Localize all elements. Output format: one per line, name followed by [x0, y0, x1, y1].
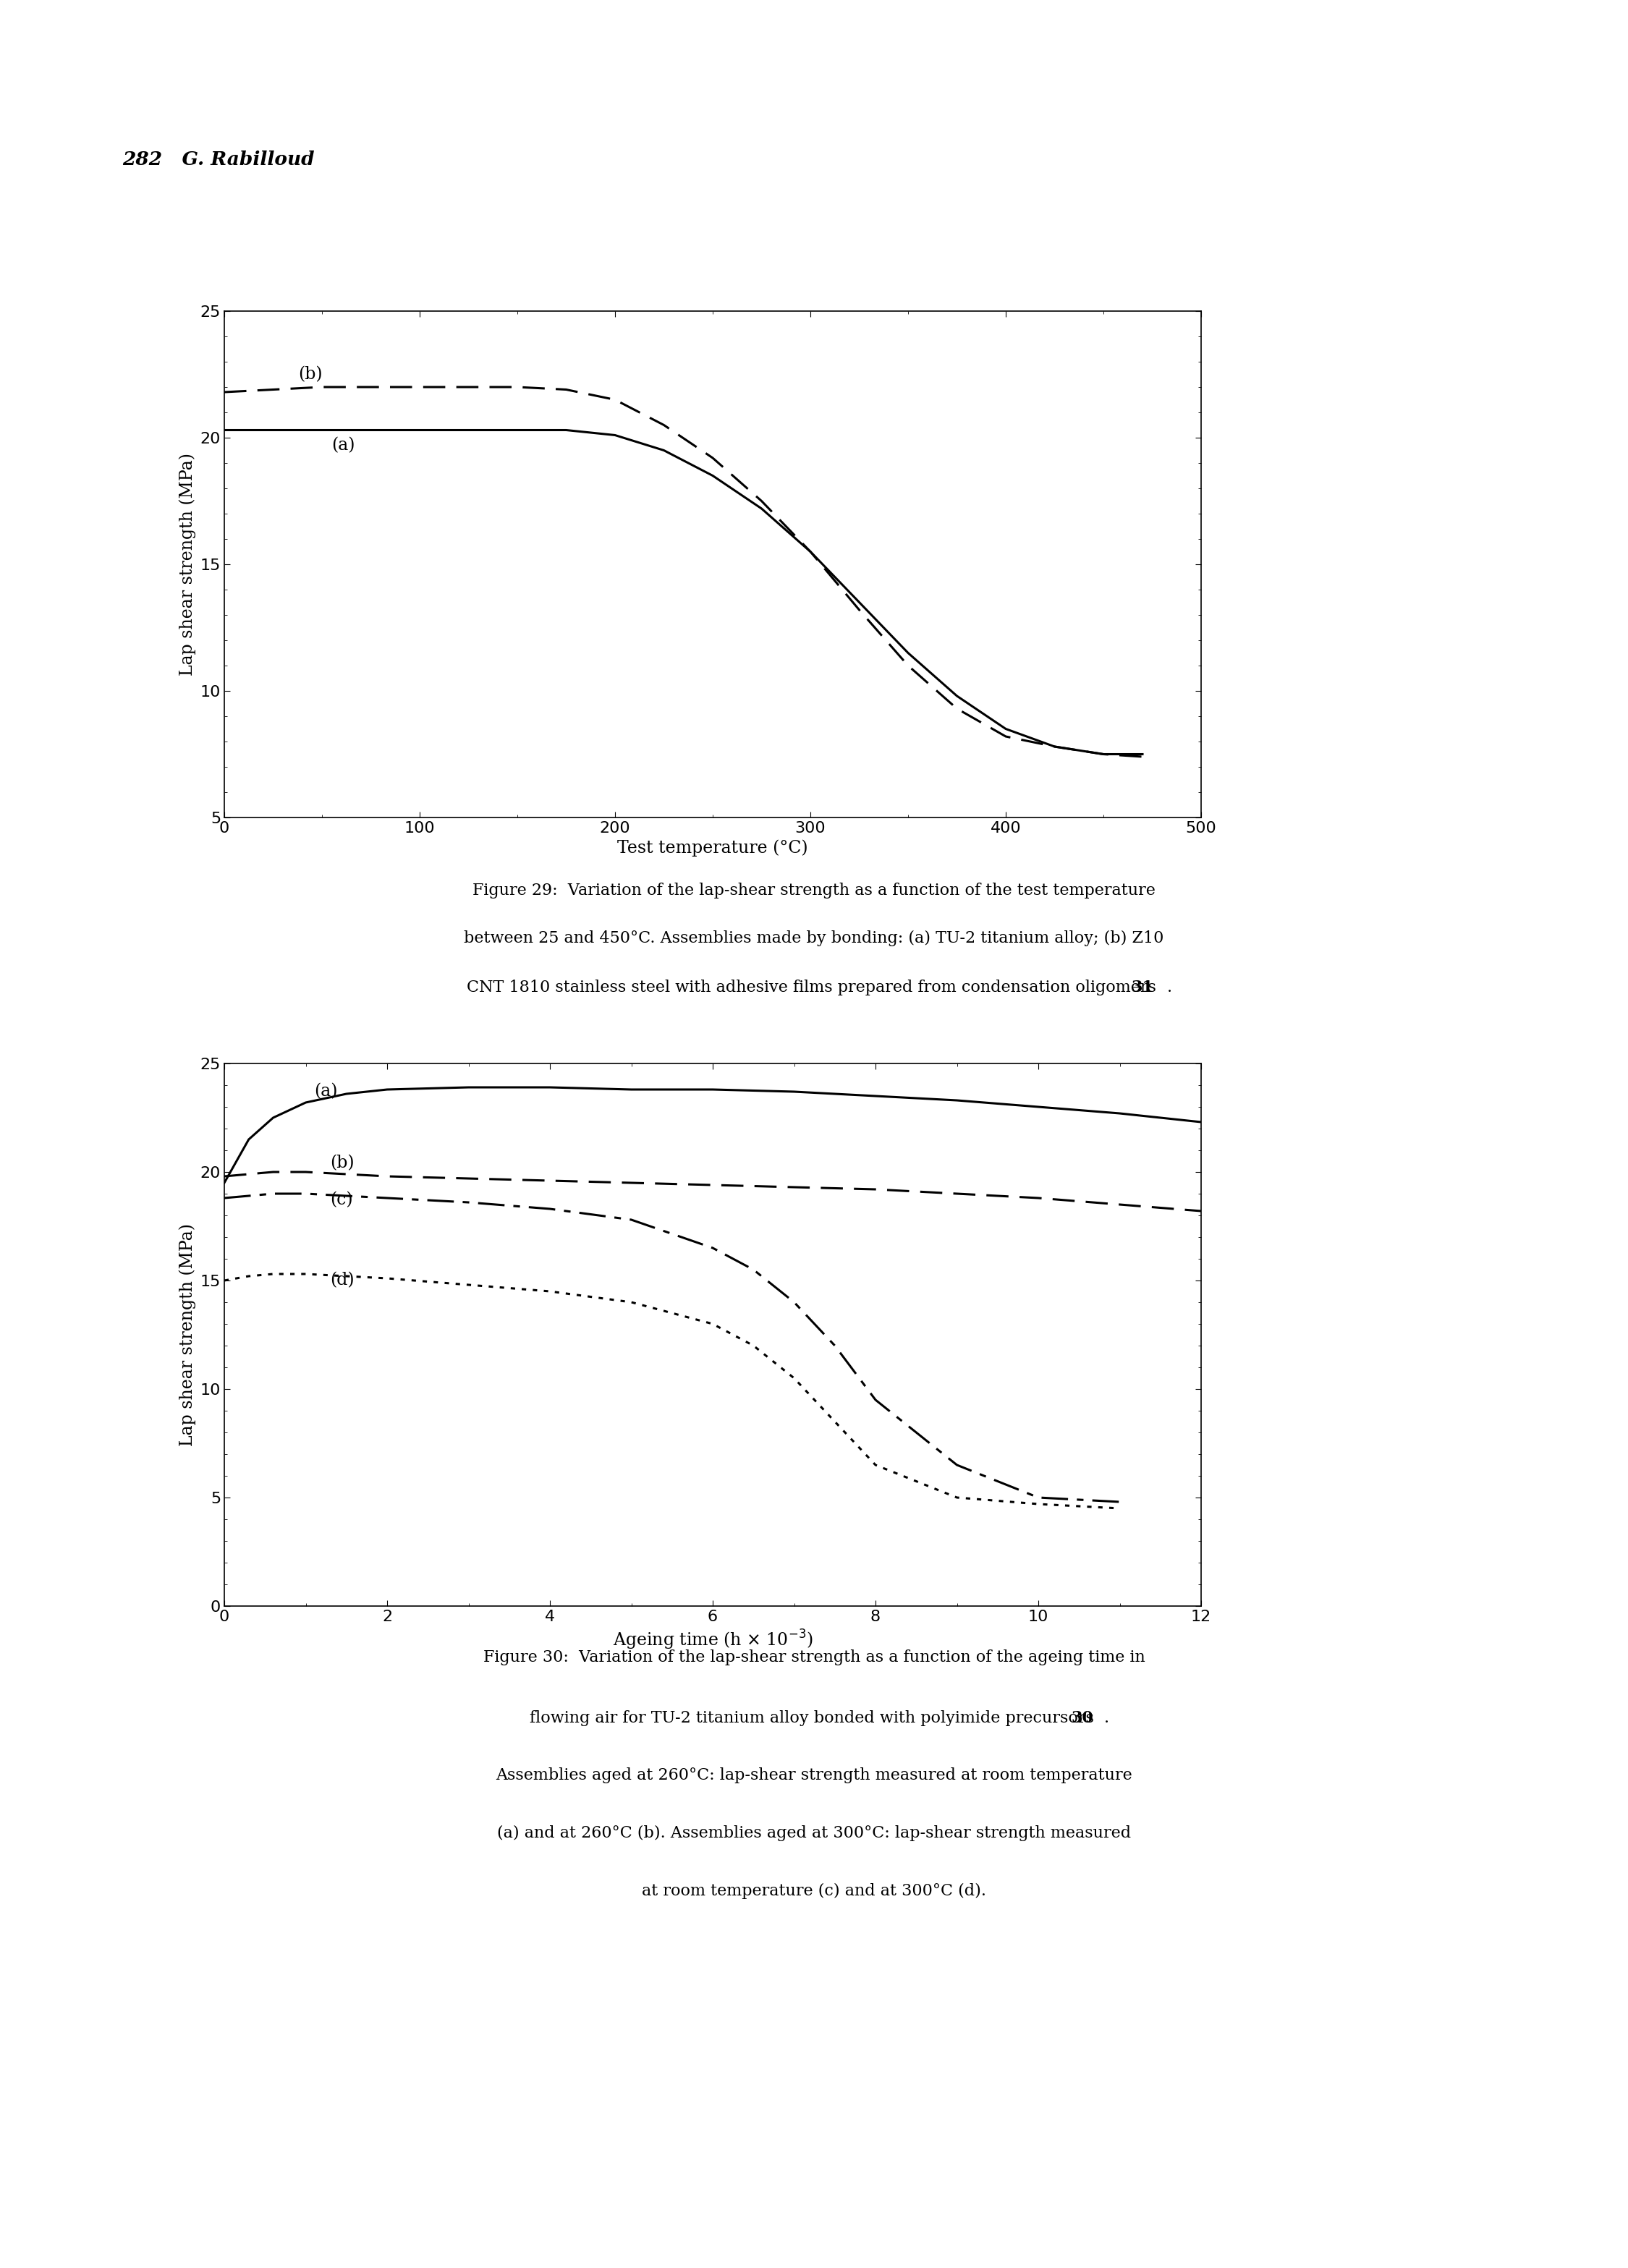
Text: CNT 1810 stainless steel with adhesive films prepared from condensation oligomer: CNT 1810 stainless steel with adhesive f…: [467, 980, 1161, 996]
Text: 282   G. Rabilloud: 282 G. Rabilloud: [122, 150, 314, 168]
Text: 30: 30: [1071, 1710, 1094, 1726]
Text: (a): (a): [314, 1084, 337, 1100]
Text: Assemblies aged at 260°C: lap-shear strength measured at room temperature: Assemblies aged at 260°C: lap-shear stre…: [495, 1767, 1133, 1783]
X-axis label: Ageing time (h $\times$ 10$^{-3}$): Ageing time (h $\times$ 10$^{-3}$): [612, 1628, 812, 1651]
Text: Figure 30:  Variation of the lap-shear strength as a function of the ageing time: Figure 30: Variation of the lap-shear st…: [484, 1649, 1144, 1665]
Text: (b): (b): [330, 1154, 355, 1170]
Text: between 25 and 450°C. Assemblies made by bonding: (a) TU-2 titanium alloy; (b) Z: between 25 and 450°C. Assemblies made by…: [464, 930, 1164, 946]
Text: (c): (c): [330, 1191, 353, 1209]
Text: .: .: [1167, 980, 1172, 996]
Text: (d): (d): [330, 1272, 355, 1288]
Text: (b): (b): [298, 367, 322, 383]
Y-axis label: Lap shear strength (MPa): Lap shear strength (MPa): [179, 454, 197, 676]
Text: .: .: [1104, 1710, 1109, 1726]
Text: (a): (a): [332, 438, 355, 454]
Text: Figure 29:  Variation of the lap-shear strength as a function of the test temper: Figure 29: Variation of the lap-shear st…: [472, 882, 1156, 898]
Text: (a) and at 260°C (b). Assemblies aged at 300°C: lap-shear strength measured: (a) and at 260°C (b). Assemblies aged at…: [497, 1826, 1131, 1842]
Y-axis label: Lap shear strength (MPa): Lap shear strength (MPa): [179, 1222, 197, 1447]
Text: flowing air for TU-2 titanium alloy bonded with polyimide precursors: flowing air for TU-2 titanium alloy bond…: [529, 1710, 1099, 1726]
Text: 31: 31: [1131, 980, 1154, 996]
Text: at room temperature (c) and at 300°C (d).: at room temperature (c) and at 300°C (d)…: [641, 1882, 987, 1898]
X-axis label: Test temperature (°C): Test temperature (°C): [617, 839, 807, 857]
